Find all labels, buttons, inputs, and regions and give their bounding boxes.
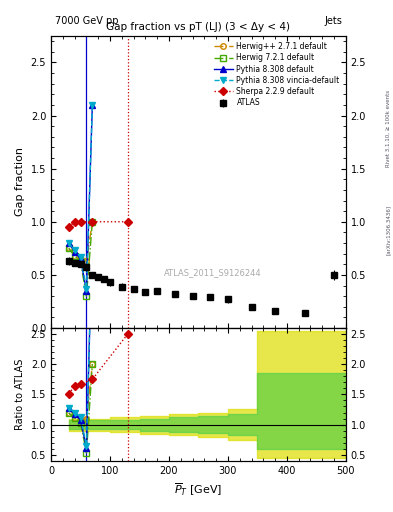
Text: [arXiv:1306.3436]: [arXiv:1306.3436]: [386, 205, 391, 255]
Text: Jets: Jets: [324, 15, 342, 26]
Pythia 8.308 default: [78, 256, 83, 262]
Y-axis label: Ratio to ATLAS: Ratio to ATLAS: [15, 359, 25, 430]
Line: Pythia 8.308 default: Pythia 8.308 default: [66, 102, 95, 293]
Pythia 8.308 default: [90, 102, 95, 108]
Herwig++ 2.7.1 default: [72, 253, 77, 259]
Herwig 7.2.1 default: [84, 293, 89, 299]
Y-axis label: Gap fraction: Gap fraction: [15, 147, 25, 217]
Herwig++ 2.7.1 default: [84, 258, 89, 264]
Pythia 8.308 vincia-default: [66, 240, 71, 246]
Herwig++ 2.7.1 default: [90, 219, 95, 225]
Herwig 7.2.1 default: [78, 259, 83, 265]
Line: Herwig 7.2.1 default: Herwig 7.2.1 default: [66, 219, 95, 299]
Sherpa 2.2.9 default: [78, 219, 83, 225]
Sherpa 2.2.9 default: [66, 224, 71, 230]
Text: Rivet 3.1.10, ≥ 100k events: Rivet 3.1.10, ≥ 100k events: [386, 90, 391, 166]
Sherpa 2.2.9 default: [72, 219, 77, 225]
Pythia 8.308 vincia-default: [84, 286, 89, 292]
Title: Gap fraction vs pT (LJ) (3 < Δy < 4): Gap fraction vs pT (LJ) (3 < Δy < 4): [107, 23, 290, 32]
Pythia 8.308 vincia-default: [90, 102, 95, 108]
Line: Herwig++ 2.7.1 default: Herwig++ 2.7.1 default: [66, 219, 95, 264]
Pythia 8.308 default: [72, 248, 77, 254]
Pythia 8.308 default: [66, 240, 71, 246]
Herwig 7.2.1 default: [66, 245, 71, 251]
Pythia 8.308 vincia-default: [78, 254, 83, 260]
Pythia 8.308 vincia-default: [72, 247, 77, 253]
Legend: Herwig++ 2.7.1 default, Herwig 7.2.1 default, Pythia 8.308 default, Pythia 8.308: Herwig++ 2.7.1 default, Herwig 7.2.1 def…: [211, 39, 342, 110]
Sherpa 2.2.9 default: [90, 219, 95, 225]
Sherpa 2.2.9 default: [125, 219, 130, 225]
Pythia 8.308 default: [84, 288, 89, 294]
Line: Pythia 8.308 vincia-default: Pythia 8.308 vincia-default: [66, 102, 95, 291]
Herwig++ 2.7.1 default: [66, 245, 71, 251]
X-axis label: $\overline{P}_T$ [GeV]: $\overline{P}_T$ [GeV]: [174, 481, 222, 498]
Herwig++ 2.7.1 default: [78, 256, 83, 262]
Text: ATLAS_2011_S9126244: ATLAS_2011_S9126244: [164, 268, 262, 278]
Text: 7000 GeV pp: 7000 GeV pp: [55, 15, 119, 26]
Herwig 7.2.1 default: [72, 253, 77, 259]
Herwig 7.2.1 default: [90, 219, 95, 225]
Line: Sherpa 2.2.9 default: Sherpa 2.2.9 default: [66, 219, 130, 230]
